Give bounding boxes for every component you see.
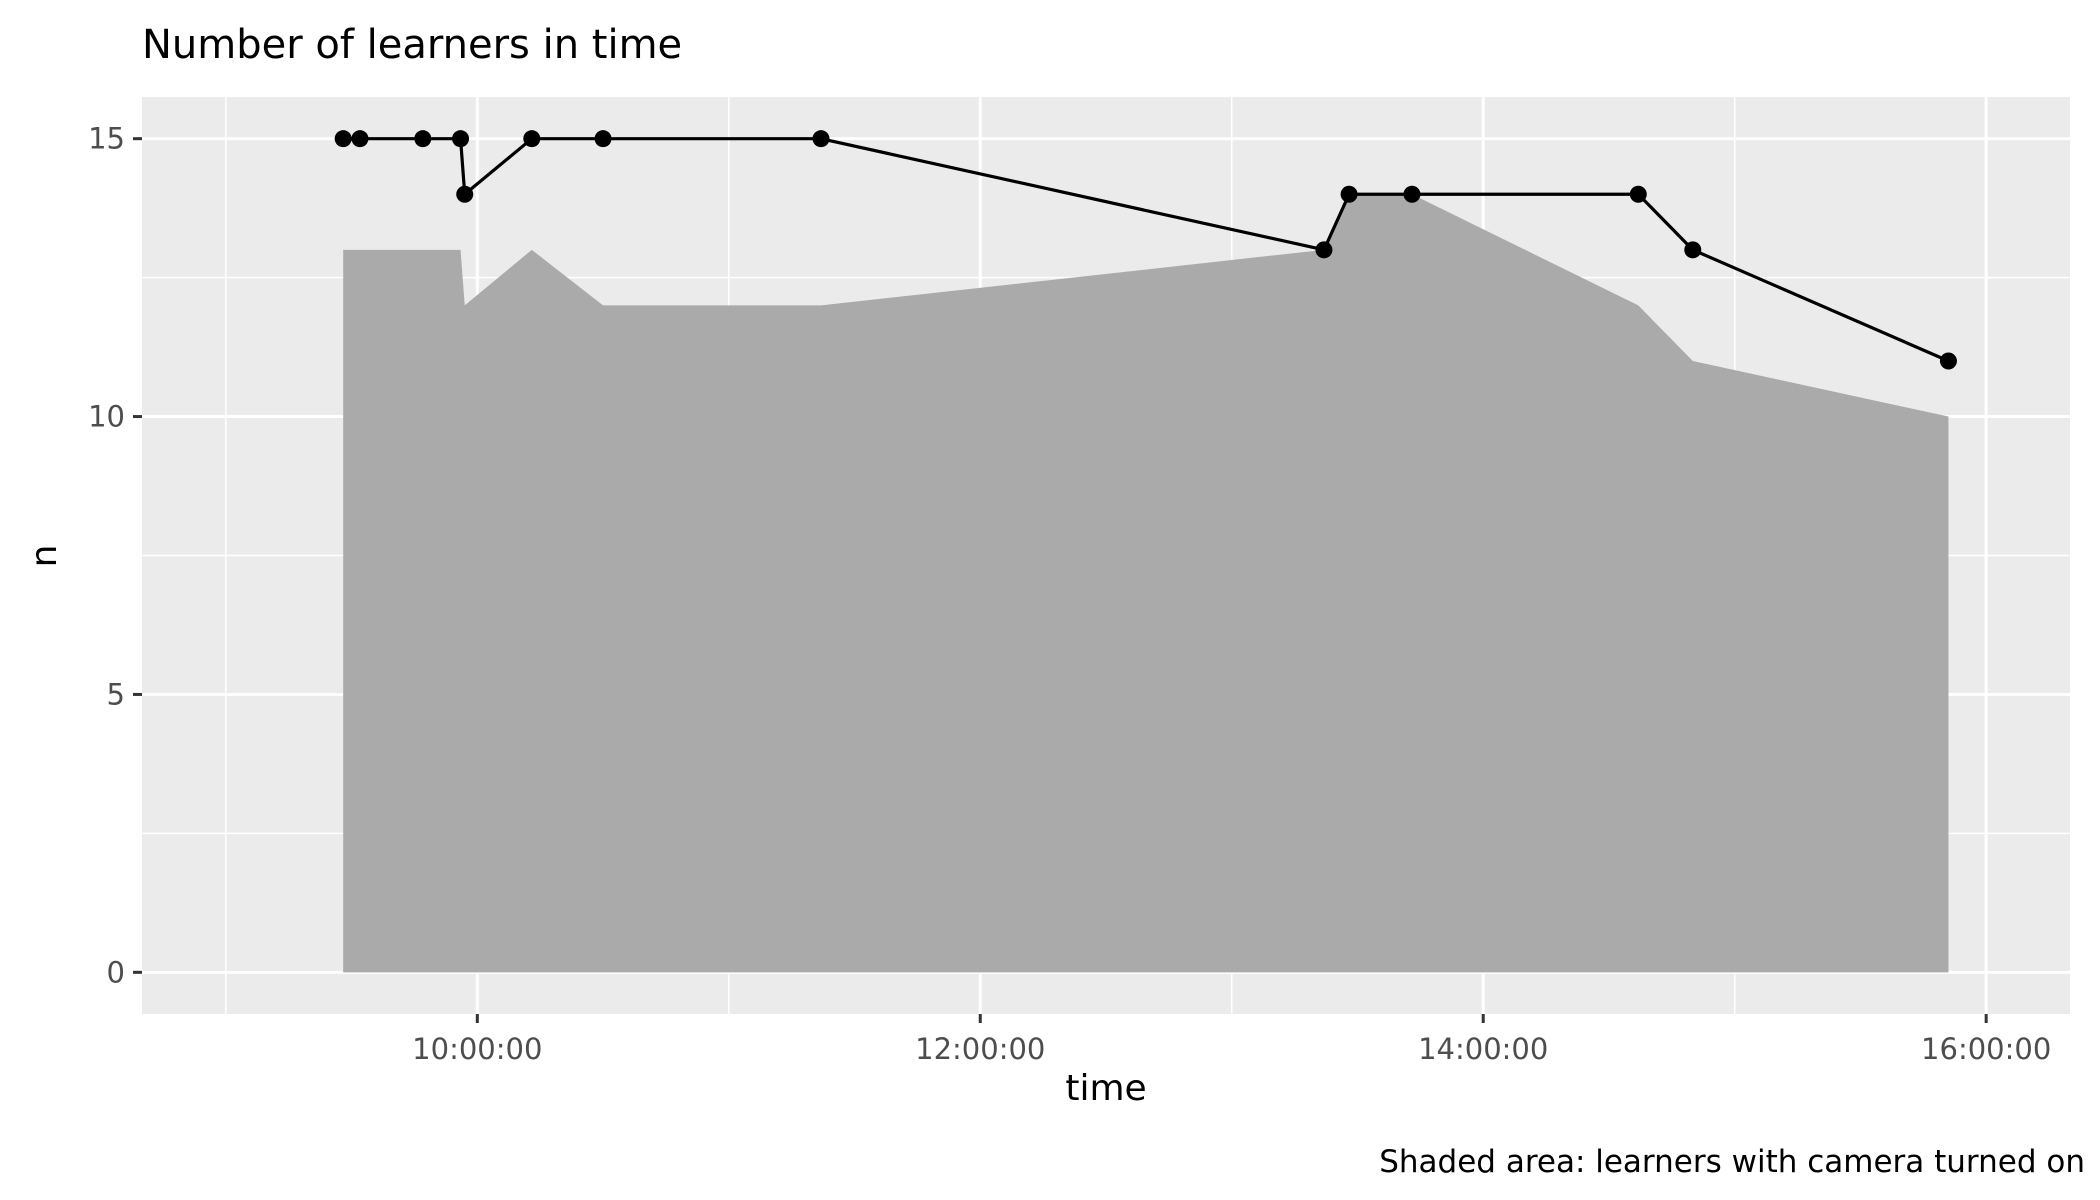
y-tick-label: 0 — [107, 955, 125, 989]
learners-point — [414, 130, 432, 148]
learners-point — [1340, 185, 1358, 203]
learners-point — [351, 130, 369, 148]
camera-on-area — [343, 194, 1949, 973]
x-tick-label: 10:00:00 — [412, 1032, 542, 1066]
learners-point — [1684, 241, 1702, 259]
learners-point — [594, 130, 612, 148]
x-tick-label: 16:00:00 — [1921, 1032, 2051, 1066]
x-axis-title: time — [1065, 1068, 1146, 1109]
learners-point — [1629, 185, 1647, 203]
learners-point — [334, 130, 352, 148]
learners-point — [1403, 185, 1421, 203]
axis-ticks: 0 5 10 15 10:00:00 12:00:00 14:00:00 16:00:00 — [88, 122, 2051, 1066]
learners-point — [523, 130, 541, 148]
learners-point — [1939, 352, 1957, 370]
y-tick-label: 5 — [107, 677, 125, 711]
y-tick-label: 15 — [88, 122, 125, 156]
chart-title: Number of learners in time — [142, 22, 682, 68]
x-tick-label: 12:00:00 — [915, 1032, 1045, 1066]
y-tick-label: 10 — [88, 400, 125, 434]
learners-point — [1315, 241, 1333, 259]
y-axis-title: n — [24, 545, 65, 568]
chart-caption: Shaded area: learners with camera turned… — [1379, 1144, 2085, 1180]
learners-point — [452, 130, 470, 148]
x-tick-label: 14:00:00 — [1418, 1032, 1548, 1066]
learners-point — [456, 185, 474, 203]
learners-point — [812, 130, 830, 148]
camera-on-area-group — [343, 194, 1949, 973]
learners-points-group — [334, 130, 1957, 370]
